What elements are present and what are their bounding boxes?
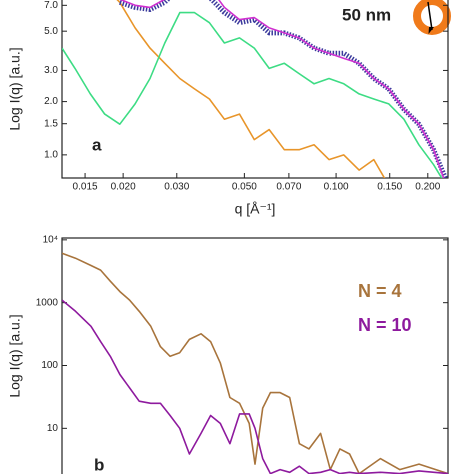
scale-bar-icon	[413, 0, 451, 35]
x-tick-label: 0.030	[164, 182, 189, 193]
y-tick-label: 10⁴	[43, 234, 58, 245]
y-tick-label: 1000	[36, 297, 59, 308]
y-tick-label: 1.0	[44, 150, 58, 161]
x-tick-label: 0.020	[111, 182, 136, 193]
annotation: a	[92, 135, 102, 154]
curve	[116, 0, 386, 178]
x-tick-label: 0.070	[276, 182, 301, 193]
y-tick-label: 1.5	[44, 118, 58, 129]
x-tick-label: 0.050	[232, 182, 257, 193]
legend-entry: N = 4	[358, 281, 402, 301]
curve	[62, 252, 448, 474]
y-tick-label: 2.0	[44, 96, 58, 107]
annotation: 50 nm	[342, 5, 391, 24]
plot-area	[62, 0, 448, 178]
curve	[62, 11, 443, 178]
y-tick-label: 100	[41, 360, 58, 371]
curve	[62, 299, 448, 474]
y-tick-label: 3.0	[44, 65, 58, 76]
y-tick-label: 7.0	[44, 0, 58, 11]
x-tick-label: 0.100	[324, 182, 349, 193]
x-axis-label: q [Å⁻¹]	[235, 201, 276, 217]
data-points	[119, 0, 448, 178]
x-tick-label: 0.015	[73, 182, 98, 193]
annotation: b	[94, 455, 104, 474]
curve	[119, 0, 445, 178]
y-axis-label: Log I(q) [a.u.]	[7, 314, 23, 397]
y-axis-label: Log I(q) [a.u.]	[7, 47, 23, 130]
legend-entry: N = 10	[358, 315, 412, 335]
plot-frame	[61, 0, 449, 179]
y-tick-label: 5.0	[44, 26, 58, 37]
x-tick-label: 0.150	[377, 182, 402, 193]
plot-area	[62, 252, 448, 474]
plot-frame	[61, 237, 449, 474]
y-tick-label: 10	[47, 423, 59, 434]
x-tick-label: 0.200	[415, 182, 440, 193]
